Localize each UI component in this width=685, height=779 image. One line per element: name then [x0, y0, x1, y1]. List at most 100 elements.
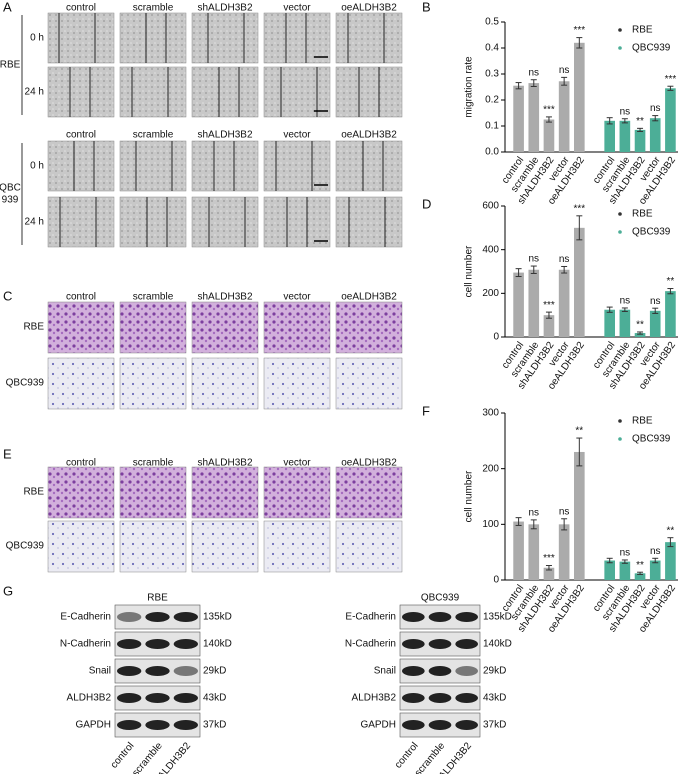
significance-label: ns — [650, 103, 661, 114]
blot-band — [402, 639, 425, 649]
column-label: vector — [283, 292, 311, 303]
blot-band — [402, 720, 425, 730]
micrograph — [335, 12, 403, 64]
y-tick-label: 0.1 — [485, 121, 499, 132]
protein-size: 43kD — [203, 693, 226, 704]
blot-band — [145, 612, 170, 622]
column-label: vector — [283, 130, 311, 141]
significance-label: ns — [650, 546, 661, 557]
legend-label: RBE — [632, 416, 653, 427]
blot-band — [455, 720, 478, 730]
column-label: control — [66, 292, 96, 303]
blot-title: QBC939 — [421, 593, 460, 604]
bar — [528, 524, 540, 580]
bar — [649, 118, 661, 152]
significance-label: *** — [543, 553, 555, 564]
legend-label: QBC939 — [632, 227, 671, 238]
panel-label: C — [3, 288, 12, 303]
micrograph — [119, 520, 187, 573]
significance-label: *** — [543, 105, 555, 116]
y-axis-label: cell number — [464, 245, 475, 297]
legend-marker — [618, 437, 622, 441]
bar — [619, 561, 631, 580]
micrograph — [47, 520, 115, 573]
bar — [634, 573, 646, 580]
micrograph — [263, 466, 331, 519]
blot-band — [117, 720, 142, 730]
significance-label: ns — [620, 548, 631, 559]
significance-label: ns — [559, 254, 570, 265]
bar — [619, 120, 631, 152]
micrograph — [335, 196, 403, 248]
micrograph — [263, 196, 331, 248]
protein-name: GAPDH — [360, 720, 396, 731]
micrograph — [47, 140, 115, 192]
blot-band — [173, 720, 198, 730]
lane-label: control — [109, 741, 137, 771]
column-label: scramble — [133, 3, 174, 14]
legend-label: QBC939 — [632, 43, 671, 54]
legend-label: QBC939 — [632, 434, 671, 445]
row-label: 0 h — [30, 161, 44, 172]
blot-band — [145, 666, 170, 676]
protein-size: 140kD — [203, 639, 232, 650]
row-label: RBE — [23, 322, 44, 333]
legend-marker — [618, 28, 622, 32]
protein-size: 135kD — [483, 612, 512, 623]
bar — [604, 560, 615, 580]
bar — [619, 309, 631, 337]
bar — [558, 269, 570, 337]
bar — [574, 451, 585, 580]
column-label: shALDH3B2 — [197, 130, 252, 141]
significance-label: *** — [573, 203, 585, 214]
blot-band — [428, 639, 452, 649]
row-label: 0 h — [30, 33, 44, 44]
micrograph — [335, 357, 403, 410]
y-tick-label: 0.4 — [485, 43, 499, 54]
bar — [574, 42, 585, 152]
blot-band — [173, 639, 198, 649]
blot-band — [428, 720, 452, 730]
micrograph — [335, 66, 403, 118]
significance-label: ns — [620, 106, 631, 117]
bar — [649, 560, 661, 580]
group-label: QBC — [0, 183, 21, 194]
significance-label: ns — [528, 67, 539, 78]
panel-label: F — [422, 403, 430, 418]
micrograph — [47, 466, 115, 519]
blot-band — [402, 693, 425, 703]
micrograph — [191, 196, 259, 248]
significance-label: ns — [650, 296, 661, 307]
y-tick-label: 0.0 — [485, 147, 499, 158]
row-label: 24 h — [25, 217, 44, 228]
significance-label: ** — [636, 320, 644, 331]
panel-label: A — [3, 0, 12, 14]
significance-label: ns — [559, 65, 570, 76]
bar — [513, 85, 524, 152]
bar — [574, 227, 585, 337]
legend-label: RBE — [632, 209, 653, 220]
significance-label: ** — [575, 426, 583, 437]
significance-label: *** — [543, 300, 555, 311]
y-tick-label: 100 — [482, 519, 499, 530]
micrograph — [263, 357, 331, 410]
bar — [543, 119, 555, 152]
bar — [558, 81, 570, 152]
significance-label: ** — [667, 276, 675, 287]
blot-band — [455, 693, 478, 703]
blot-band — [455, 666, 478, 676]
column-label: oeALDH3B2 — [341, 130, 397, 141]
micrograph — [191, 12, 259, 64]
y-axis-label: cell number — [464, 470, 475, 522]
micrograph — [119, 466, 187, 519]
bar — [528, 83, 540, 152]
bar — [604, 120, 615, 152]
blot-band — [402, 612, 425, 622]
micrograph — [263, 140, 331, 192]
legend-label: RBE — [632, 25, 653, 36]
protein-name: E-Cadherin — [60, 612, 111, 623]
significance-label: ns — [528, 508, 539, 519]
bar — [634, 129, 646, 152]
significance-label: ** — [636, 116, 644, 127]
blot-band — [428, 612, 452, 622]
